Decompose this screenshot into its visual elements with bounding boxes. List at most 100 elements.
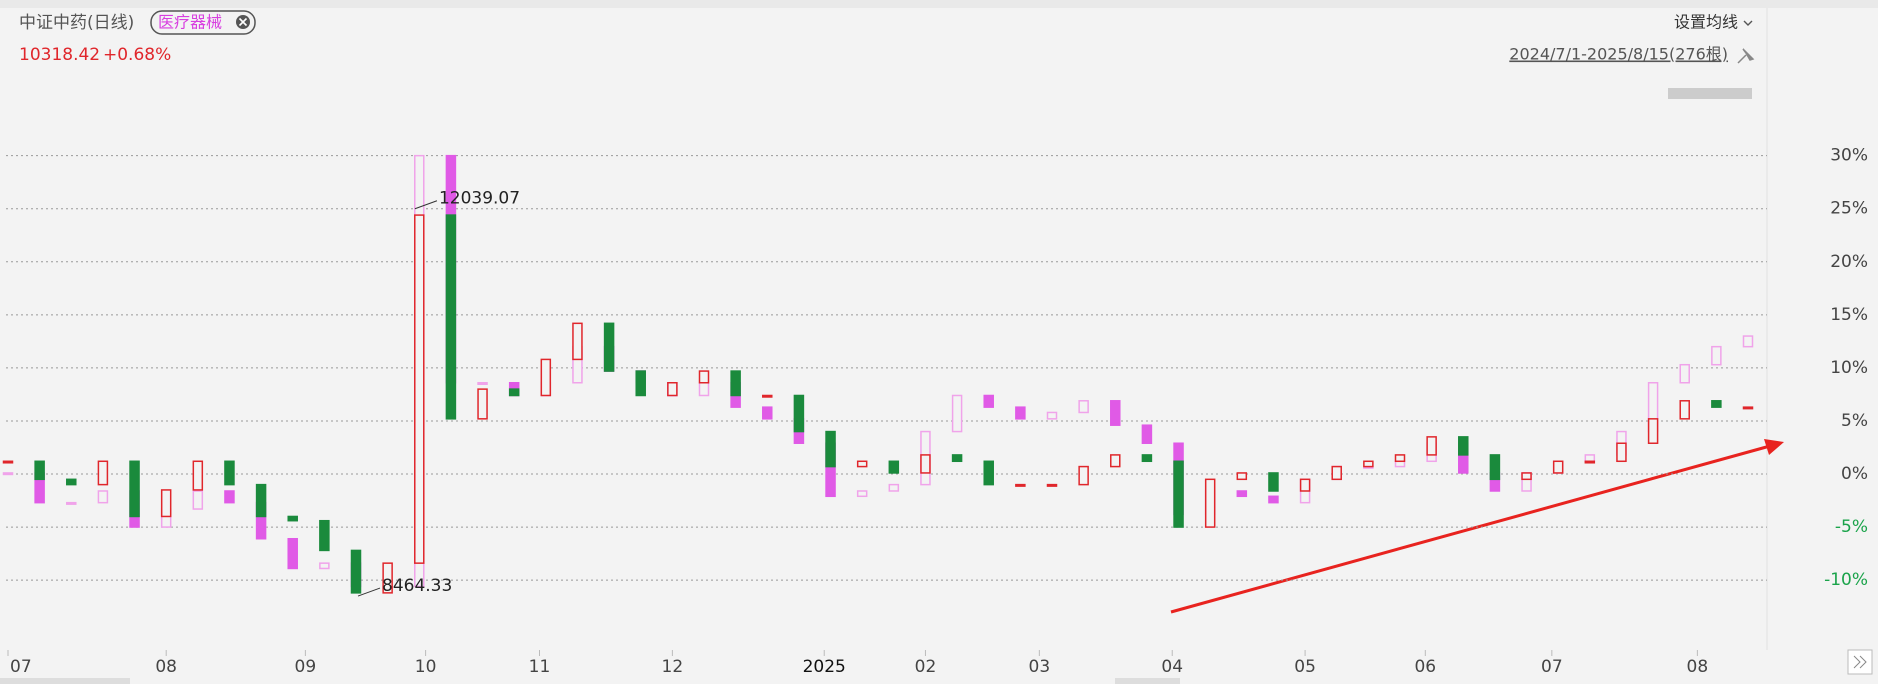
candle-body xyxy=(888,460,900,474)
ma-button[interactable]: 设置均线 xyxy=(1674,13,1738,32)
candle-body xyxy=(477,388,488,420)
candle-body xyxy=(97,490,109,504)
y-tick-label: 15% xyxy=(1830,305,1868,325)
y-tick-label: -10% xyxy=(1824,570,1868,590)
candle-body xyxy=(730,370,741,397)
x-tick-label: 11 xyxy=(529,657,551,677)
annotation-arrow xyxy=(357,587,381,597)
candle-body xyxy=(1236,490,1248,498)
candle-body xyxy=(287,515,298,522)
y-tick-label: 5% xyxy=(1841,411,1868,431)
candle-body xyxy=(1489,454,1501,481)
x-tick-label: 08 xyxy=(155,657,177,677)
scroll-thumb[interactable] xyxy=(1115,678,1180,684)
candle-body xyxy=(856,490,868,498)
candle-body xyxy=(983,394,994,408)
candle-body xyxy=(1584,460,1596,464)
y-tick-label: 30% xyxy=(1830,146,1868,166)
candle-body xyxy=(793,394,805,433)
range-label[interactable]: 2024/7/1-2025/8/15(276根) xyxy=(1509,45,1728,64)
annotation-label: 12039.07 xyxy=(439,189,520,209)
price: 10318.42 xyxy=(19,45,100,65)
y-tick-label: -5% xyxy=(1835,517,1868,537)
x-tick-label: 07 xyxy=(10,657,32,677)
annotation-label: 8464.33 xyxy=(382,576,452,596)
y-tick-label: 25% xyxy=(1830,199,1868,219)
candle-body xyxy=(1110,454,1121,468)
scale-strip[interactable] xyxy=(1668,88,1752,99)
candle-body xyxy=(1616,442,1627,463)
candle-body xyxy=(1268,472,1279,492)
x-tick-label: 10 xyxy=(415,657,437,677)
candle-body xyxy=(603,322,615,372)
candle-body xyxy=(856,460,868,468)
candle-body xyxy=(1331,465,1342,481)
y-tick-label: 10% xyxy=(1830,358,1868,378)
y-tick-label: 0% xyxy=(1841,464,1868,484)
candle-body xyxy=(1679,363,1690,384)
candle-body xyxy=(1078,465,1089,486)
x-tick-label: 03 xyxy=(1029,657,1051,677)
candle-body xyxy=(1742,406,1754,410)
candle-body xyxy=(414,214,425,564)
candle-body xyxy=(445,214,457,420)
candle-body xyxy=(1110,400,1121,426)
candle-body xyxy=(350,549,362,594)
candle-body xyxy=(572,322,583,361)
candle-body xyxy=(1394,460,1406,468)
x-tick-label: 04 xyxy=(1161,657,1183,677)
x-tick-label: 09 xyxy=(295,657,317,677)
ma-chevron[interactable] xyxy=(1743,20,1753,26)
chart-title: 中证中药(日线) xyxy=(19,13,134,33)
candle-body xyxy=(319,519,330,552)
x-tick-label: 02 xyxy=(915,657,937,677)
candle-body xyxy=(319,562,330,570)
candle-body xyxy=(698,370,710,384)
x-tick-label: 2025 xyxy=(803,657,846,677)
x-tick-label: 08 xyxy=(1687,657,1709,677)
top-strip xyxy=(0,0,1878,8)
x-tick-label: 07 xyxy=(1541,657,1563,677)
candle-body xyxy=(1141,424,1153,444)
tag-box[interactable] xyxy=(150,10,256,35)
candle-body xyxy=(287,537,298,570)
candle-body xyxy=(192,490,204,510)
candle-body xyxy=(1521,472,1532,481)
candle-body xyxy=(1742,335,1754,348)
candle-body xyxy=(224,490,235,504)
x-tick-label: 06 xyxy=(1414,657,1436,677)
candle-body xyxy=(1046,411,1058,420)
candle-body xyxy=(1458,436,1469,456)
candle-body xyxy=(477,382,488,386)
candle-body xyxy=(1204,478,1216,528)
candle-body xyxy=(983,460,994,486)
candle-body xyxy=(34,460,45,481)
candle-body xyxy=(667,382,678,397)
candle-body xyxy=(1584,454,1596,463)
candle-body xyxy=(1015,483,1026,487)
scroll-left[interactable] xyxy=(0,678,130,684)
pin-icon[interactable] xyxy=(1737,48,1755,64)
candle-body xyxy=(1711,345,1722,366)
candle-body xyxy=(951,394,963,433)
candle-body xyxy=(888,483,900,492)
annotation-arrow xyxy=(414,200,438,210)
change: +0.68% xyxy=(103,45,171,65)
candle-body xyxy=(1711,400,1722,408)
candle-body xyxy=(1046,483,1058,487)
candle-body xyxy=(1394,454,1406,463)
candle-body xyxy=(66,501,77,505)
candle-body xyxy=(920,454,931,474)
candle-body xyxy=(97,460,109,486)
candle-body xyxy=(1141,454,1153,463)
next-icon xyxy=(1853,655,1867,669)
candle-body xyxy=(129,460,140,518)
candle-body xyxy=(762,406,773,420)
candle-body xyxy=(1426,436,1437,456)
candle-body xyxy=(762,394,773,398)
candle-body xyxy=(1078,400,1089,414)
candle-body xyxy=(1015,406,1026,420)
tag-label[interactable]: 医疗器械 xyxy=(158,13,222,32)
